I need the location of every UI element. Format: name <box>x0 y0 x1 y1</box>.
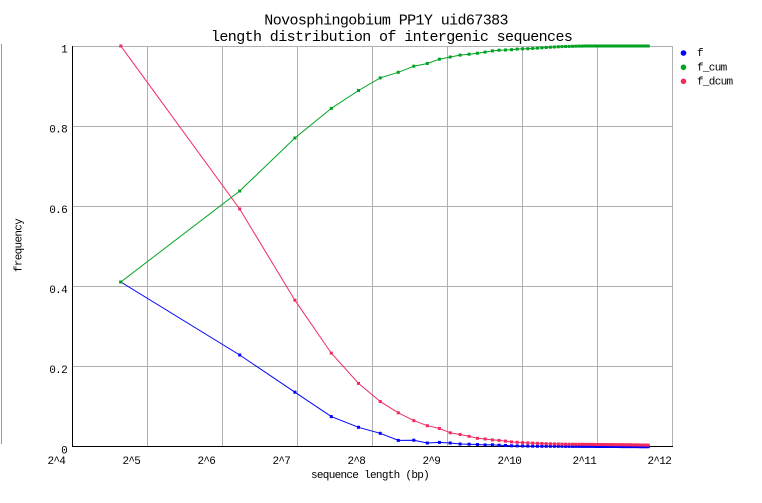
svg-text:2^7: 2^7 <box>273 456 291 468</box>
svg-text:0.6: 0.6 <box>49 205 67 217</box>
svg-text:2^11: 2^11 <box>573 456 598 468</box>
svg-text:f_cum: f_cum <box>697 62 728 74</box>
svg-text:f: f <box>697 48 703 60</box>
svg-text:2^8: 2^8 <box>348 456 366 468</box>
svg-text:2^4: 2^4 <box>48 456 67 468</box>
svg-text:2^9: 2^9 <box>423 456 441 468</box>
svg-text:0.2: 0.2 <box>49 365 67 377</box>
svg-text:frequency: frequency <box>14 218 26 272</box>
svg-text:length distribution of interge: length distribution of intergenic sequen… <box>211 29 572 46</box>
svg-text:0.8: 0.8 <box>49 125 67 137</box>
svg-text:Novosphingobium PP1Y uid67383: Novosphingobium PP1Y uid67383 <box>264 13 508 30</box>
svg-text:f_dcum: f_dcum <box>697 76 734 88</box>
svg-text:2^10: 2^10 <box>498 456 522 468</box>
svg-text:0.4: 0.4 <box>49 285 68 297</box>
svg-text:2^12: 2^12 <box>648 456 672 468</box>
svg-text:sequence length (bp): sequence length (bp) <box>311 470 429 482</box>
svg-text:0: 0 <box>61 445 67 457</box>
svg-text:2^5: 2^5 <box>123 456 141 468</box>
svg-text:1: 1 <box>61 44 68 56</box>
svg-text:2^6: 2^6 <box>198 456 216 468</box>
